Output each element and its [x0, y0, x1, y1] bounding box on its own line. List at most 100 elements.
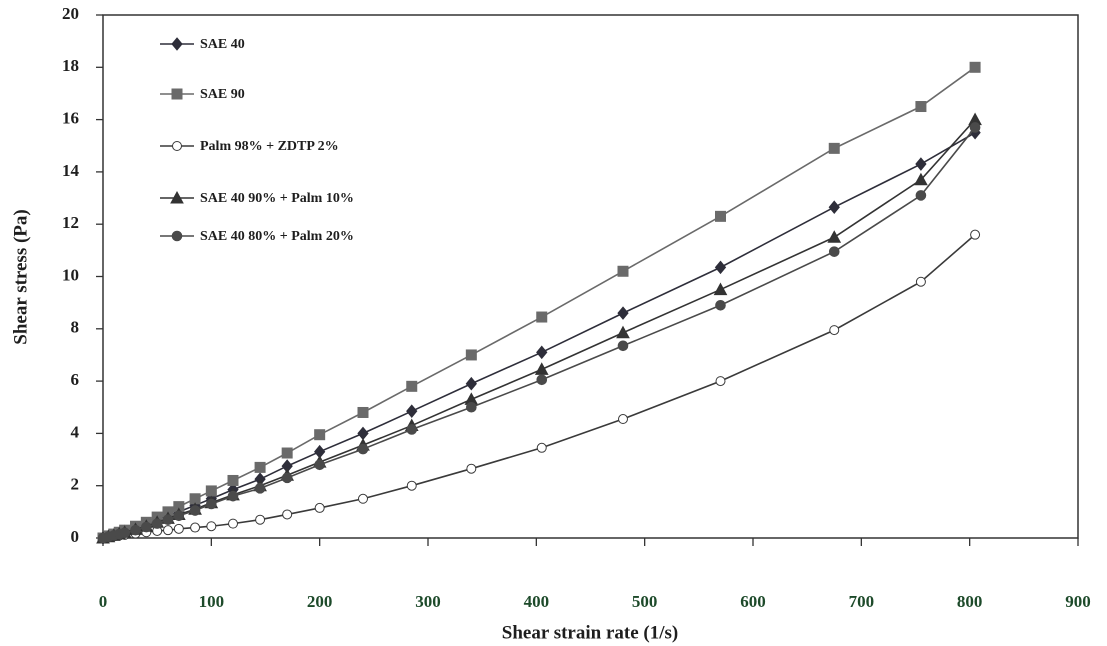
- marker: [314, 502, 325, 513]
- marker: [406, 480, 417, 491]
- marker: [465, 376, 477, 391]
- marker: [915, 276, 926, 287]
- marker: [714, 260, 727, 275]
- legend-marker: [170, 190, 184, 204]
- marker: [617, 340, 629, 352]
- marker: [827, 230, 842, 243]
- x-tick-label: 500: [632, 592, 658, 611]
- y-tick-label: 2: [71, 475, 80, 494]
- x-tick-label: 200: [307, 592, 333, 611]
- y-tick-label: 20: [62, 4, 79, 23]
- marker: [173, 510, 185, 522]
- marker: [281, 447, 293, 459]
- marker: [969, 122, 981, 133]
- y-tick-label: 10: [62, 265, 79, 284]
- marker: [227, 490, 239, 502]
- legend-label: SAE 40: [200, 37, 245, 52]
- x-axis-label: Shear strain rate (1/s): [502, 622, 678, 643]
- marker: [254, 483, 266, 494]
- marker: [130, 524, 141, 536]
- marker: [163, 525, 173, 536]
- legend-label: SAE 40 80% + Palm 20%: [200, 229, 354, 244]
- x-tick-label: 100: [199, 592, 225, 611]
- plot-frame: [102, 14, 1079, 539]
- marker: [406, 424, 418, 435]
- marker: [534, 362, 549, 375]
- marker: [715, 299, 726, 311]
- marker: [618, 414, 628, 425]
- marker: [828, 200, 840, 214]
- legend-marker: [171, 88, 183, 100]
- marker: [151, 518, 163, 529]
- legend-marker: [171, 37, 183, 51]
- y-axis-label: Shear stress (Pa): [10, 209, 31, 344]
- marker: [466, 401, 477, 413]
- marker: [141, 521, 152, 533]
- y-tick-label: 8: [71, 318, 80, 337]
- marker: [206, 498, 217, 510]
- marker: [357, 406, 369, 418]
- legend-label: SAE 40 90% + Palm 10%: [200, 191, 354, 206]
- marker: [970, 229, 981, 240]
- marker: [465, 349, 477, 361]
- marker: [357, 426, 369, 441]
- y-tick-label: 6: [71, 370, 80, 389]
- marker: [254, 461, 266, 473]
- marker: [969, 61, 981, 73]
- legend-label: SAE 90: [200, 87, 245, 102]
- marker: [227, 474, 239, 486]
- marker: [190, 522, 201, 533]
- y-tick-label: 16: [62, 109, 79, 128]
- marker: [536, 374, 548, 386]
- marker: [715, 376, 726, 387]
- marker: [828, 246, 840, 257]
- x-tick-label: 800: [957, 592, 983, 611]
- marker: [314, 459, 325, 471]
- marker: [715, 210, 726, 222]
- marker: [617, 306, 629, 320]
- x-tick-label: 0: [99, 592, 108, 611]
- marker: [205, 485, 217, 497]
- legend-label: Palm 98% + ZDTP 2%: [200, 139, 339, 154]
- marker: [536, 442, 547, 453]
- x-tick-label: 600: [740, 592, 766, 611]
- y-tick-label: 14: [62, 161, 80, 180]
- marker: [173, 523, 184, 534]
- series-line: [102, 66, 976, 539]
- marker: [829, 325, 840, 336]
- legend-marker: [172, 141, 182, 151]
- x-tick-label: 400: [524, 592, 550, 611]
- marker: [282, 509, 293, 520]
- marker: [206, 521, 217, 532]
- marker: [617, 265, 629, 277]
- marker: [281, 472, 293, 484]
- x-tick-label: 900: [1065, 592, 1091, 611]
- marker: [314, 429, 326, 441]
- marker: [406, 404, 418, 418]
- marker: [228, 518, 238, 529]
- marker: [828, 142, 840, 154]
- marker: [616, 325, 630, 339]
- marker: [536, 345, 548, 360]
- marker: [915, 101, 927, 113]
- y-tick-label: 0: [71, 527, 80, 546]
- marker: [162, 514, 174, 525]
- y-tick-label: 18: [62, 56, 79, 75]
- marker: [915, 157, 927, 171]
- marker: [915, 190, 927, 201]
- marker: [358, 493, 368, 504]
- x-tick-label: 300: [415, 592, 441, 611]
- marker: [466, 463, 477, 474]
- x-tick-label: 700: [849, 592, 875, 611]
- marker: [536, 311, 548, 323]
- marker: [406, 380, 418, 392]
- y-tick-label: 12: [62, 213, 79, 232]
- marker: [119, 527, 130, 539]
- marker: [914, 172, 928, 186]
- marker: [357, 443, 369, 455]
- marker: [189, 505, 201, 516]
- marker: [255, 514, 266, 525]
- y-tick-label: 4: [71, 422, 80, 441]
- marker: [713, 282, 728, 296]
